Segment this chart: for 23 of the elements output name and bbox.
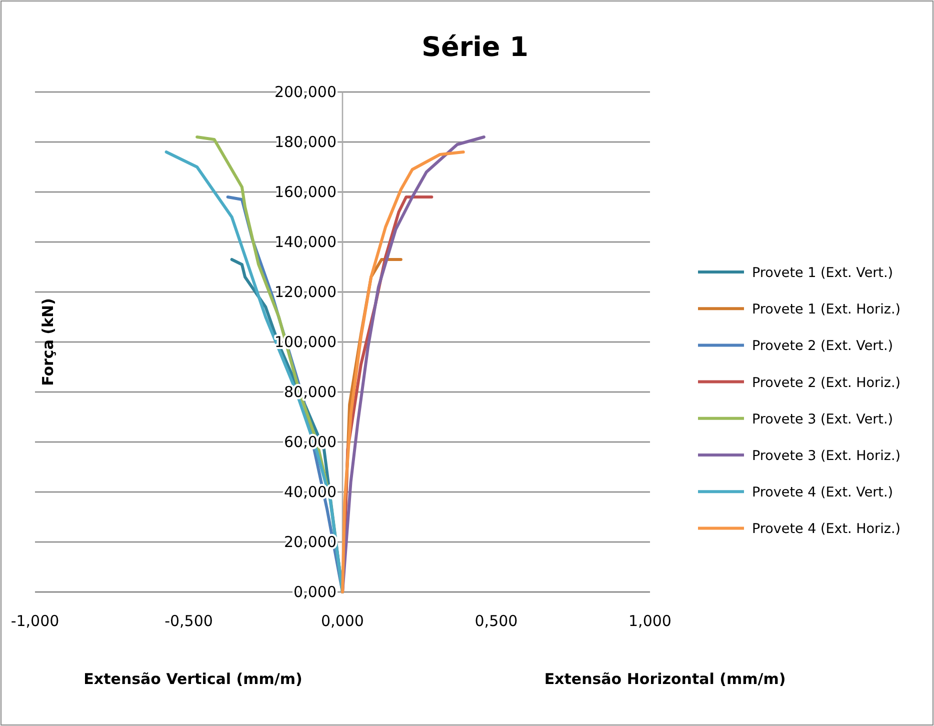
y-axis-title: Força (kN) [39, 298, 57, 386]
x-tick-label: 0,500 [474, 612, 518, 630]
y-tick-label: 120,000 [274, 283, 336, 301]
legend-label: Provete 1 (Ext. Vert.) [752, 265, 894, 281]
legend-label: Provete 3 (Ext. Vert.) [752, 411, 894, 428]
chart-title: Série 1 [422, 32, 528, 63]
legend-label: Provete 3 (Ext. Horiz.) [752, 448, 900, 464]
x-axis-title: Extensão Vertical (mm/m) [84, 670, 302, 688]
x-tick-label: 1,000 [628, 612, 672, 630]
y-tick-label: 0,000 [294, 583, 336, 601]
y-tick-label: 200,000 [274, 83, 336, 101]
text: Extensão Horizontal (mm/m) [544, 670, 786, 688]
y-tick-label: 160,000 [274, 183, 336, 201]
legend-label: Provete 4 (Ext. Vert.) [752, 484, 894, 501]
legend-label: Provete 2 (Ext. Vert.) [752, 338, 894, 354]
legend-label: Provete 4 (Ext. Horiz.) [752, 521, 900, 538]
x-tick-label: -1,000 [10, 612, 60, 630]
legend-label: Provete 1 (Ext. Horiz.) [752, 302, 900, 318]
legend-label: Provete 2 (Ext. Horiz.) [752, 374, 900, 391]
y-tick-label: 140,000 [274, 233, 336, 251]
x-tick-label: 0,000 [321, 612, 364, 630]
y-tick-label: 180,000 [274, 133, 336, 151]
x-tick-label: -0,500 [164, 612, 213, 630]
